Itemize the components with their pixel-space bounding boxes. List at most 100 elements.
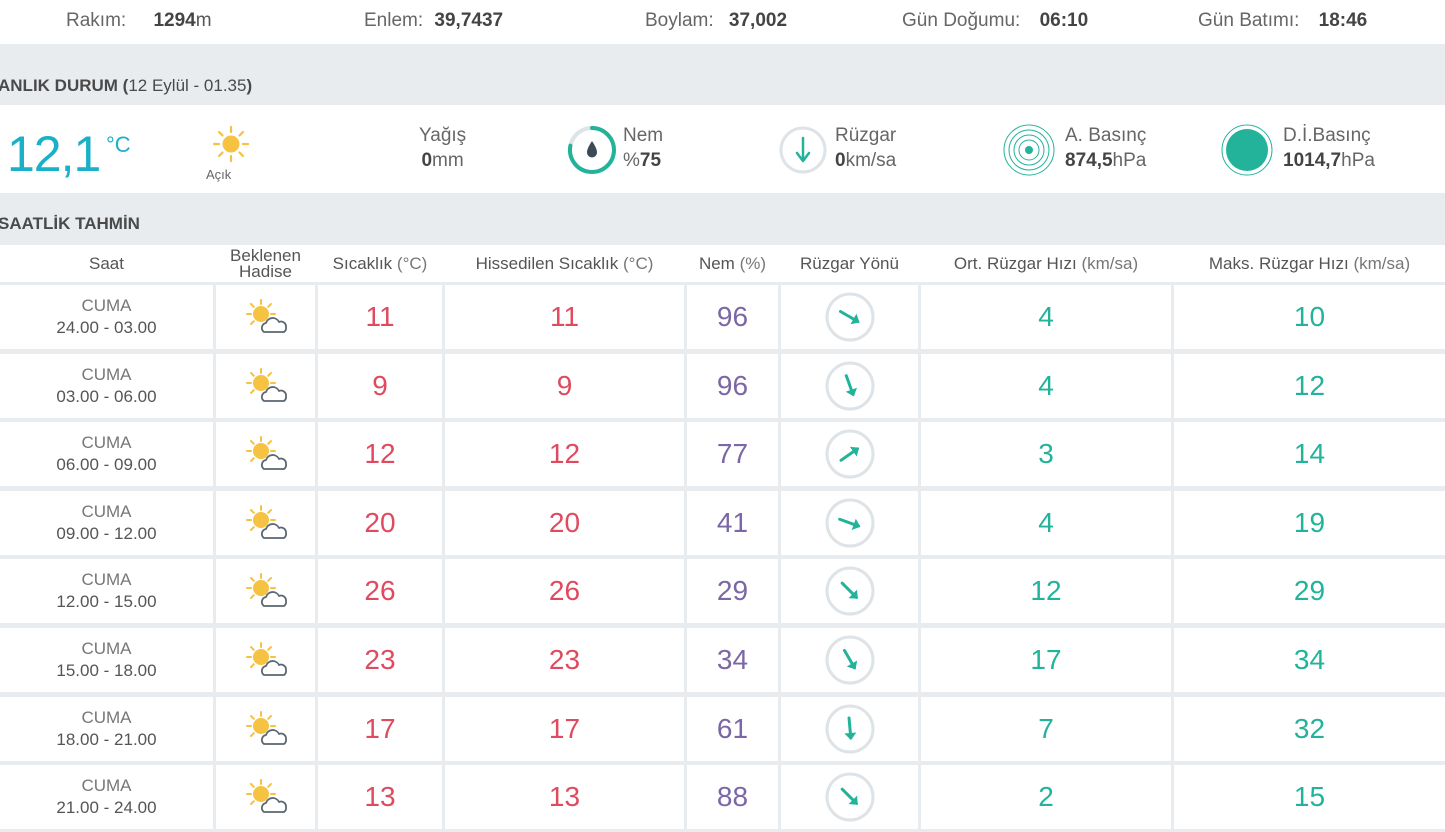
header-time-label: Saat	[89, 253, 124, 273]
hourly-forecast-title: SAATLİK TAHMİN	[0, 214, 140, 233]
row-temp: 17	[364, 712, 396, 744]
cell-avg: 2	[921, 765, 1171, 830]
row-max: 14	[1293, 438, 1326, 470]
pressure-unit: hPa	[1112, 150, 1147, 171]
cell-icon	[216, 490, 315, 555]
latitude-value: 39,7437	[434, 10, 504, 31]
sea-level-pressure-value: 1014,7	[1283, 150, 1342, 171]
row-hum: 61	[716, 712, 749, 744]
current-temperature-unit: °C	[106, 132, 131, 157]
altitude-label: Rakım:	[66, 10, 127, 31]
row-feels: 17	[548, 712, 581, 744]
cell-temp: 20	[318, 490, 442, 555]
precipitation: Yağış 0mm	[419, 123, 466, 174]
cell-icon	[216, 285, 315, 349]
row-feels: 20	[548, 506, 581, 538]
row-hum: 41	[716, 506, 749, 538]
cell-icon	[216, 559, 315, 624]
header-temperature-label: Sıcaklık	[332, 253, 393, 273]
partly-cloudy-icon	[245, 779, 287, 814]
row-temp: 23	[364, 644, 396, 675]
cell-hum: 88	[687, 765, 778, 830]
table-row: CUMA 03.00 - 06.00 9 9 96 4 12	[0, 353, 1445, 418]
header-temperature-unit: (°C)	[396, 253, 428, 273]
header-wind-direction: Rüzgar Yönü	[781, 245, 918, 282]
cell-max: 29	[1174, 559, 1445, 624]
partly-cloudy-icon	[245, 367, 287, 402]
row-time-range: 03.00 - 06.00	[56, 386, 157, 406]
table-row: CUMA 09.00 - 12.00 20 20 41 4 19	[0, 490, 1445, 555]
cell-hum: 61	[687, 696, 778, 761]
row-avg: 4	[1038, 506, 1054, 538]
header-avg-wind-unit: (km/sa)	[1081, 253, 1139, 273]
row-max: 12	[1293, 369, 1326, 401]
row-feels: 11	[549, 301, 580, 332]
row-hum: 96	[716, 301, 749, 332]
row-avg: 3	[1038, 438, 1054, 470]
partly-cloudy-icon	[245, 710, 287, 745]
precipitation-unit: mm	[432, 150, 464, 171]
cell-temp: 13	[318, 765, 442, 830]
header-max-wind-unit: (km/sa)	[1353, 253, 1411, 273]
cell-feels: 17	[445, 696, 684, 761]
header-event-line1: Beklenen	[230, 245, 301, 265]
latitude: Enlem: 39,7437	[364, 10, 503, 32]
humidity: Nem %75	[623, 123, 663, 174]
cell-feels: 12	[445, 422, 684, 487]
row-hum: 88	[716, 781, 749, 813]
row-hum: 96	[716, 369, 749, 401]
row-feels: 13	[548, 781, 581, 813]
row-time-range: 18.00 - 21.00	[56, 729, 157, 749]
cell-hum: 96	[687, 353, 778, 418]
sea-level-pressure: D.İ.Basınç 1014,7hPa	[1283, 123, 1375, 174]
cell-max: 32	[1174, 696, 1445, 761]
altitude-value: 1294	[153, 10, 196, 31]
longitude: Boylam: 37,002	[645, 10, 787, 32]
cell-time: CUMA 15.00 - 18.00	[0, 628, 213, 692]
cell-avg: 7	[921, 696, 1171, 761]
table-row: CUMA 24.00 - 03.00 11 11 96 4 10	[0, 285, 1445, 349]
cell-time: CUMA 24.00 - 03.00	[0, 285, 213, 349]
humidity-value: 75	[639, 150, 662, 171]
altitude-unit: m	[195, 10, 212, 31]
pressure: A. Basınç 874,5hPa	[1065, 123, 1146, 174]
cell-temp: 23	[318, 628, 442, 692]
row-day: CUMA	[81, 776, 132, 796]
cell-time: CUMA 12.00 - 15.00	[0, 559, 213, 624]
cell-time: CUMA 21.00 - 24.00	[0, 765, 213, 830]
cell-hum: 29	[687, 559, 778, 624]
sunset-value: 18:46	[1318, 10, 1368, 31]
humidity-prefix: %	[623, 150, 640, 171]
sunrise: Gün Doğumu: 06:10	[902, 10, 1088, 32]
wind-value: 0	[835, 150, 846, 171]
wind-direction-arrow-icon	[825, 361, 874, 411]
sunrise-value: 06:10	[1039, 10, 1089, 31]
row-feels: 9	[556, 369, 573, 401]
cell-feels: 20	[445, 490, 684, 555]
pressure-icon	[1003, 124, 1055, 176]
row-hum: 34	[716, 644, 749, 675]
header-feels-like: Hissedilen Sıcaklık (°C)	[445, 245, 684, 282]
wind-direction-arrow-icon	[825, 292, 874, 342]
row-day: CUMA	[81, 296, 132, 315]
row-temp: 13	[364, 781, 396, 813]
row-avg: 4	[1038, 301, 1054, 332]
cell-hum: 96	[687, 285, 778, 349]
row-time-range: 09.00 - 12.00	[56, 523, 157, 543]
current-condition: Açık	[206, 167, 232, 182]
row-feels: 26	[548, 575, 581, 607]
cell-hum: 77	[687, 422, 778, 487]
cell-wdir	[781, 696, 918, 761]
row-day: CUMA	[81, 570, 132, 590]
row-temp: 9	[372, 369, 388, 401]
partly-cloudy-icon	[245, 573, 287, 608]
cell-max: 19	[1174, 490, 1445, 555]
current-title-text: ANLIK DURUM	[0, 76, 118, 95]
cell-avg: 3	[921, 422, 1171, 487]
cell-feels: 9	[445, 353, 684, 418]
row-temp: 12	[364, 438, 396, 470]
cell-temp: 26	[318, 559, 442, 624]
current-conditions-title: ANLIK DURUM (12 Eylül - 01.35)	[0, 76, 253, 95]
cell-temp: 11	[318, 285, 442, 349]
row-day: CUMA	[81, 364, 132, 384]
